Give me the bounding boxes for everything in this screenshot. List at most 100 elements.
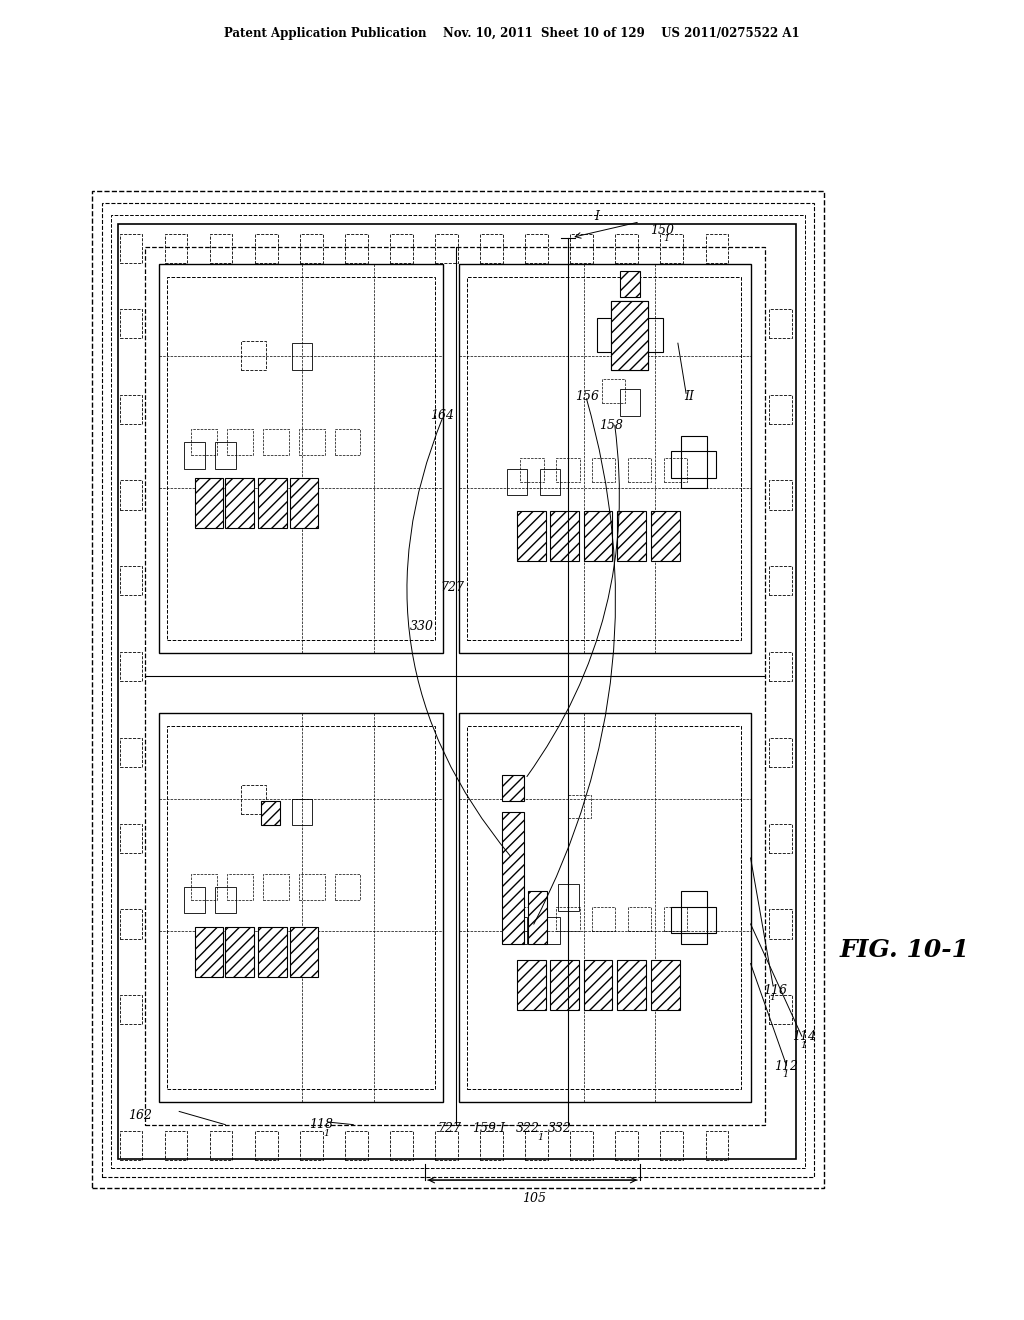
Bar [615, 234, 638, 263]
Bar [159, 713, 443, 1102]
Bar [660, 234, 683, 263]
Bar [611, 301, 648, 370]
Bar [435, 1131, 458, 1160]
Text: 727: 727 [440, 581, 464, 594]
Text: II: II [684, 389, 694, 403]
Text: 158: 158 [599, 418, 623, 432]
Bar [550, 960, 579, 1010]
Bar [258, 927, 287, 977]
Text: 322: 322 [516, 1122, 540, 1135]
Bar [345, 1131, 368, 1160]
Bar [769, 566, 792, 595]
Text: 116: 116 [763, 983, 786, 997]
Bar [184, 887, 205, 913]
Text: 114: 114 [793, 1030, 816, 1043]
Bar [507, 469, 527, 495]
Bar [225, 478, 254, 528]
Text: 159: 159 [472, 1122, 496, 1135]
Bar [120, 995, 142, 1024]
Bar [120, 234, 142, 263]
Bar [300, 1131, 323, 1160]
Bar [556, 907, 580, 931]
Text: 105: 105 [522, 1192, 546, 1205]
Bar [258, 478, 287, 528]
Bar [227, 429, 253, 455]
Bar [292, 799, 312, 825]
Bar [502, 775, 524, 801]
Text: 118: 118 [309, 1118, 333, 1131]
Bar [592, 458, 615, 482]
Bar [120, 395, 142, 424]
Bar [390, 234, 413, 263]
Bar [102, 203, 814, 1177]
Text: 156: 156 [575, 389, 599, 403]
Bar [165, 1131, 187, 1160]
Text: 150: 150 [650, 224, 674, 238]
Bar [335, 429, 360, 455]
Text: 1: 1 [782, 1071, 788, 1078]
Bar [480, 1131, 503, 1160]
Bar [556, 458, 580, 482]
Text: FIG. 10-1: FIG. 10-1 [840, 939, 970, 962]
Text: I: I [499, 1122, 504, 1135]
Bar [671, 907, 716, 933]
Bar [292, 343, 312, 370]
Bar [92, 191, 824, 1188]
Bar [617, 960, 646, 1010]
Bar [584, 511, 612, 561]
Bar [467, 726, 741, 1089]
Bar [520, 907, 544, 931]
Bar [620, 389, 640, 416]
Text: 727: 727 [437, 1122, 461, 1135]
Bar [184, 442, 205, 469]
Bar [769, 309, 792, 338]
Bar [520, 458, 544, 482]
Bar [261, 801, 280, 825]
Bar [617, 511, 646, 561]
Text: 1: 1 [664, 235, 670, 243]
Text: 1: 1 [801, 1041, 807, 1049]
Bar [120, 480, 142, 510]
Bar [467, 277, 741, 640]
Bar [517, 511, 546, 561]
Bar [459, 713, 751, 1102]
Bar [706, 234, 728, 263]
Bar [335, 874, 360, 900]
Bar [528, 891, 547, 944]
Bar [660, 1131, 683, 1160]
Bar [525, 1131, 548, 1160]
Bar [290, 927, 318, 977]
Bar [628, 458, 651, 482]
Bar [195, 927, 223, 977]
Bar [299, 874, 325, 900]
Bar [111, 215, 805, 1168]
Bar [558, 884, 579, 911]
Bar [502, 812, 524, 944]
Bar [241, 785, 266, 814]
Bar [215, 442, 236, 469]
Bar [769, 480, 792, 510]
Text: 1: 1 [324, 1130, 330, 1138]
Bar [118, 224, 796, 1159]
Bar [769, 738, 792, 767]
Bar [210, 234, 232, 263]
Bar [263, 429, 289, 455]
Bar [263, 874, 289, 900]
Bar [550, 511, 579, 561]
Bar [159, 264, 443, 653]
Bar [664, 458, 687, 482]
Bar [120, 652, 142, 681]
Bar [459, 264, 751, 653]
Bar [435, 234, 458, 263]
Bar [120, 1131, 142, 1160]
Bar [570, 234, 593, 263]
Bar [615, 1131, 638, 1160]
Bar [651, 960, 680, 1010]
Text: 112: 112 [774, 1060, 798, 1073]
Bar [120, 824, 142, 853]
Bar [540, 917, 560, 944]
Bar [570, 1131, 593, 1160]
Bar [507, 917, 527, 944]
Bar [255, 1131, 278, 1160]
Bar [525, 234, 548, 263]
